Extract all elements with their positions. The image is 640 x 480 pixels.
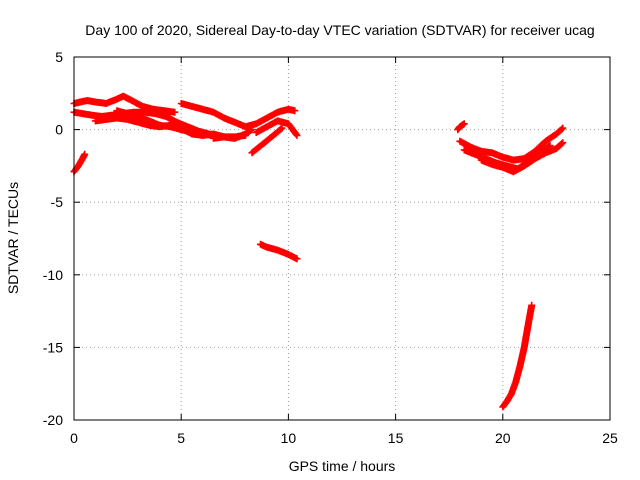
y-tick-label: -10 — [43, 267, 63, 283]
data-points — [257, 240, 301, 263]
x-tick-label: 15 — [388, 430, 404, 446]
data-series-arc-10 — [257, 240, 301, 263]
x-axis-label: GPS time / hours — [289, 458, 396, 474]
data-points — [456, 124, 567, 164]
data-points — [499, 301, 536, 411]
plot-frame — [73, 56, 611, 421]
data-series-arc-15 — [499, 301, 536, 411]
x-tick-label: 10 — [281, 430, 297, 446]
data-points — [477, 139, 567, 176]
data-series-arc-1 — [70, 150, 89, 176]
data-points — [177, 100, 299, 131]
data-series-arc-8 — [252, 117, 301, 139]
y-axis-label: SDTVAR / TECUs — [5, 182, 21, 294]
x-tick-label: 20 — [495, 430, 511, 446]
y-tick-label: 5 — [55, 49, 63, 65]
chart-title: Day 100 of 2020, Sidereal Day-to-day VTE… — [85, 22, 594, 38]
data-series-arc-11 — [454, 120, 468, 134]
axis-layer: 0 5 10 15 20 25 -20 -15 -10 -5 0 5 — [43, 49, 618, 446]
y-tick-label: -20 — [43, 412, 63, 428]
data-points — [454, 120, 468, 134]
x-tick-label: 5 — [177, 430, 185, 446]
data-points — [248, 124, 286, 157]
data-points — [70, 150, 89, 176]
data-series-arc-9 — [248, 124, 286, 157]
y-tick-label: -5 — [51, 194, 64, 210]
grid-layer — [74, 57, 610, 420]
data-points — [209, 126, 256, 142]
y-tick-label: 0 — [55, 122, 63, 138]
data-series-arc-14 — [477, 139, 567, 176]
data-layer — [70, 92, 567, 411]
data-points — [252, 117, 301, 139]
x-tick-label: 25 — [602, 430, 618, 446]
y-tick-label: -15 — [43, 339, 63, 355]
data-series-arc-6 — [177, 100, 299, 131]
x-tick-label: 0 — [70, 430, 78, 446]
data-series-arc-7 — [209, 126, 256, 142]
data-series-arc-12 — [456, 124, 567, 164]
